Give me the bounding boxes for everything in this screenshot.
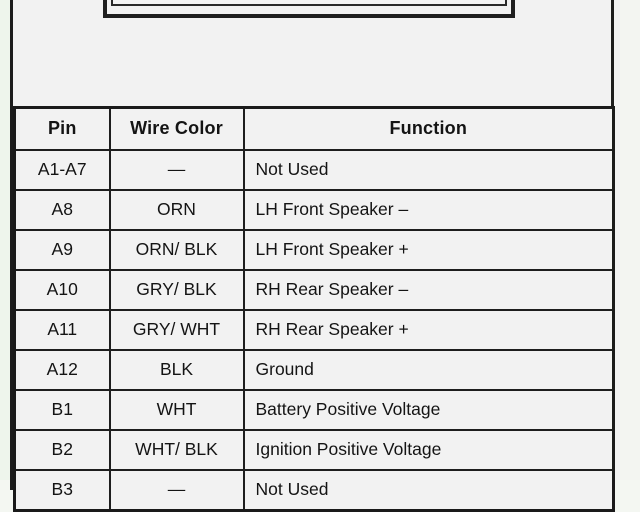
pinout-table-head: Pin Wire Color Function bbox=[13, 106, 615, 151]
cell-function: Not Used bbox=[242, 469, 615, 512]
table-row: B1 WHT Battery Positive Voltage bbox=[13, 389, 615, 431]
cell-pin: A11 bbox=[13, 309, 111, 351]
connector-diagram bbox=[103, 0, 515, 18]
cell-function: Ground bbox=[242, 349, 615, 391]
cell-function: Battery Positive Voltage bbox=[242, 389, 615, 431]
cell-wire-color: ORN bbox=[108, 189, 245, 231]
cell-wire-color: — bbox=[108, 469, 245, 512]
cell-pin: B1 bbox=[13, 389, 111, 431]
cell-wire-color: WHT/ BLK bbox=[108, 429, 245, 471]
table-row: A1-A7— Not Used bbox=[13, 149, 615, 191]
table-row: B2 WHT/ BLK Ignition Positive Voltage bbox=[13, 429, 615, 471]
cell-wire-color: WHT bbox=[108, 389, 245, 431]
column-header-pin: Pin bbox=[13, 106, 111, 151]
table-row: A9 ORN/ BLK LH Front Speaker + bbox=[13, 229, 615, 271]
cell-pin: A10 bbox=[13, 269, 111, 311]
cell-wire-color: BLK bbox=[108, 349, 245, 391]
cell-function: RH Rear Speaker – bbox=[242, 269, 615, 311]
table-row: A12 BLK Ground bbox=[13, 349, 615, 391]
connector-inner-body bbox=[111, 0, 507, 6]
pinout-table-body: A1-A7— Not Used A8 ORN LH Front Speaker – A9 O… bbox=[13, 149, 615, 512]
cell-pin: A9 bbox=[13, 229, 111, 271]
cell-pin: A1-A7 bbox=[13, 149, 111, 191]
table-row: A11 GRY/ WHT RH Rear Speaker + bbox=[13, 309, 615, 351]
cell-wire-color: — bbox=[108, 149, 245, 191]
table-row: A8 ORN LH Front Speaker – bbox=[13, 189, 615, 231]
cell-function: LH Front Speaker – bbox=[242, 189, 615, 231]
cell-pin: B3 bbox=[13, 469, 111, 512]
cell-wire-color: GRY/ WHT bbox=[108, 309, 245, 351]
cell-function: RH Rear Speaker + bbox=[242, 309, 615, 351]
scan-margin-right bbox=[620, 0, 640, 480]
cell-wire-color: GRY/ BLK bbox=[108, 269, 245, 311]
table-row: A10 GRY/ BLK RH Rear Speaker – bbox=[13, 269, 615, 311]
cell-wire-color: ORN/ BLK bbox=[108, 229, 245, 271]
cell-function: LH Front Speaker + bbox=[242, 229, 615, 271]
cell-function: Ignition Positive Voltage bbox=[242, 429, 615, 471]
cell-pin: A12 bbox=[13, 349, 111, 391]
diagram-table-gap bbox=[13, 22, 611, 106]
pinout-table-container: Pin Wire Color Function A1-A7— Not Used A8… bbox=[13, 106, 615, 512]
cell-function: Not Used bbox=[242, 149, 615, 191]
cell-pin: B2 bbox=[13, 429, 111, 471]
cell-pin: A8 bbox=[13, 189, 111, 231]
scan-margin-left bbox=[0, 0, 10, 480]
table-header-row: Pin Wire Color Function bbox=[13, 106, 615, 151]
pinout-table: Pin Wire Color Function A1-A7— Not Used A8… bbox=[13, 106, 615, 512]
table-row: B3— Not Used bbox=[13, 469, 615, 512]
column-header-function: Function bbox=[242, 106, 615, 151]
column-header-wire-color: Wire Color bbox=[108, 106, 245, 151]
